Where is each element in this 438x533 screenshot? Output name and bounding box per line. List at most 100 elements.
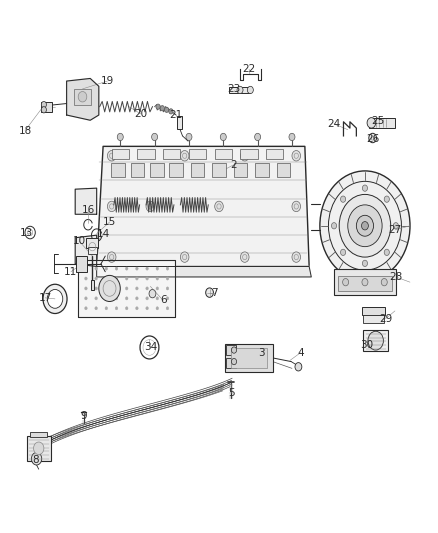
Circle shape bbox=[368, 332, 383, 350]
Text: 15: 15 bbox=[103, 217, 116, 227]
Circle shape bbox=[220, 133, 226, 141]
Bar bbox=[226, 358, 237, 368]
Circle shape bbox=[95, 267, 97, 270]
Text: 25: 25 bbox=[371, 116, 385, 126]
Bar bbox=[189, 149, 206, 159]
Circle shape bbox=[99, 276, 120, 302]
Circle shape bbox=[105, 287, 108, 290]
Circle shape bbox=[320, 171, 410, 280]
Text: 34: 34 bbox=[144, 343, 157, 352]
Circle shape bbox=[105, 277, 108, 280]
Circle shape bbox=[95, 277, 97, 280]
Circle shape bbox=[115, 306, 118, 310]
Circle shape bbox=[156, 277, 159, 280]
Bar bbox=[76, 256, 87, 272]
Circle shape bbox=[332, 223, 337, 229]
Text: 19: 19 bbox=[101, 76, 114, 86]
Circle shape bbox=[292, 150, 300, 161]
Circle shape bbox=[340, 196, 346, 203]
Bar bbox=[111, 163, 125, 177]
Bar bbox=[131, 163, 144, 177]
Circle shape bbox=[136, 306, 138, 310]
Bar bbox=[363, 315, 384, 322]
Text: 29: 29 bbox=[379, 314, 392, 324]
Circle shape bbox=[117, 133, 123, 141]
Circle shape bbox=[206, 288, 213, 297]
Circle shape bbox=[240, 252, 249, 262]
Bar bbox=[230, 87, 250, 93]
Circle shape bbox=[115, 297, 118, 300]
Text: 13: 13 bbox=[20, 228, 33, 238]
Circle shape bbox=[136, 267, 138, 270]
Polygon shape bbox=[75, 188, 97, 214]
Circle shape bbox=[146, 277, 148, 280]
Bar bbox=[362, 307, 385, 315]
Bar bbox=[255, 163, 269, 177]
Circle shape bbox=[105, 267, 108, 270]
Circle shape bbox=[357, 215, 374, 236]
Bar bbox=[226, 345, 237, 356]
Circle shape bbox=[43, 284, 67, 313]
Bar bbox=[363, 330, 388, 351]
Circle shape bbox=[85, 267, 87, 270]
Circle shape bbox=[156, 267, 159, 270]
Circle shape bbox=[125, 297, 128, 300]
Text: 18: 18 bbox=[18, 126, 32, 136]
Circle shape bbox=[240, 150, 249, 161]
Bar bbox=[240, 149, 258, 159]
Circle shape bbox=[381, 279, 387, 286]
Circle shape bbox=[165, 107, 169, 112]
Circle shape bbox=[339, 195, 391, 257]
Text: 6: 6 bbox=[160, 295, 166, 305]
Text: 27: 27 bbox=[389, 225, 402, 235]
Bar bbox=[74, 89, 91, 104]
Circle shape bbox=[107, 201, 116, 212]
Bar bbox=[88, 247, 97, 254]
Circle shape bbox=[384, 249, 389, 255]
Text: 21: 21 bbox=[170, 110, 183, 120]
Circle shape bbox=[166, 287, 169, 290]
Bar bbox=[191, 163, 205, 177]
Circle shape bbox=[105, 306, 108, 310]
Polygon shape bbox=[97, 147, 309, 266]
Circle shape bbox=[32, 453, 42, 465]
Circle shape bbox=[146, 306, 148, 310]
Text: 26: 26 bbox=[366, 134, 379, 143]
Circle shape bbox=[136, 297, 138, 300]
Text: 23: 23 bbox=[227, 84, 240, 94]
Circle shape bbox=[166, 277, 169, 280]
Text: 16: 16 bbox=[81, 205, 95, 215]
Circle shape bbox=[340, 249, 346, 255]
Bar bbox=[163, 149, 180, 159]
Circle shape bbox=[149, 289, 156, 298]
Circle shape bbox=[152, 133, 158, 141]
Circle shape bbox=[115, 287, 118, 290]
Circle shape bbox=[362, 279, 368, 286]
Circle shape bbox=[41, 101, 46, 108]
Circle shape bbox=[231, 358, 237, 365]
Bar bbox=[266, 149, 283, 159]
Circle shape bbox=[146, 267, 148, 270]
Circle shape bbox=[95, 306, 97, 310]
Circle shape bbox=[125, 287, 128, 290]
Bar bbox=[338, 276, 392, 290]
Text: 3: 3 bbox=[258, 348, 265, 358]
Bar bbox=[276, 163, 290, 177]
Circle shape bbox=[105, 297, 108, 300]
Circle shape bbox=[237, 86, 243, 94]
Text: 8: 8 bbox=[32, 455, 39, 465]
Circle shape bbox=[41, 107, 46, 113]
Circle shape bbox=[362, 260, 367, 266]
Bar bbox=[177, 116, 182, 129]
Circle shape bbox=[146, 297, 148, 300]
Text: 11: 11 bbox=[64, 266, 78, 277]
Text: 30: 30 bbox=[360, 340, 374, 350]
Bar bbox=[150, 163, 164, 177]
Circle shape bbox=[156, 287, 159, 290]
Circle shape bbox=[156, 306, 159, 310]
Circle shape bbox=[146, 201, 155, 212]
Circle shape bbox=[115, 267, 118, 270]
Bar bbox=[233, 163, 247, 177]
Circle shape bbox=[78, 92, 87, 102]
Bar bbox=[86, 238, 99, 248]
